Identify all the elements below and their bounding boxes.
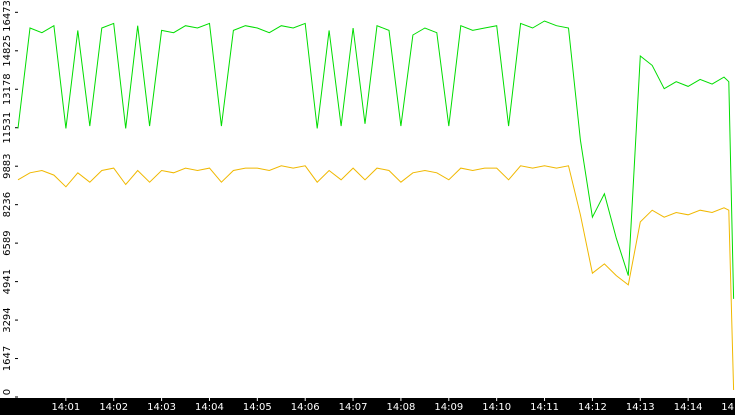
x-tick-label: 14:09	[434, 402, 463, 413]
y-tick-label: 16473	[2, 0, 13, 32]
x-tick-label: 14:03	[147, 402, 176, 413]
y-tick-label: 8236	[2, 192, 13, 217]
y-tick-label: 14825	[2, 35, 13, 67]
x-tick-label: 14:11	[530, 402, 559, 413]
x-tick-label: 14	[721, 402, 734, 413]
y-tick-label: 3294	[2, 307, 13, 332]
y-tick-label: 13178	[2, 73, 13, 105]
y-tick-label: 1647	[2, 346, 13, 371]
x-tick-label: 14:07	[339, 402, 368, 413]
x-tick-label: 14:06	[291, 402, 320, 413]
x-tick-label: 14:10	[482, 402, 511, 413]
y-tick-label: 6589	[2, 230, 13, 255]
y-tick-label: 4941	[2, 269, 13, 294]
x-tick-label: 14:04	[195, 402, 224, 413]
series-line	[17, 20, 735, 299]
x-tick-label: 14:13	[626, 402, 655, 413]
series-line	[17, 165, 735, 391]
y-tick-label: 11531	[2, 112, 13, 144]
x-tick-label: 14:14	[674, 402, 703, 413]
x-axis-bar	[0, 398, 735, 415]
x-tick-label: 14:08	[387, 402, 416, 413]
x-tick-label: 14:12	[578, 402, 607, 413]
y-tick-label: 9883	[2, 153, 13, 178]
x-tick-label: 14:02	[99, 402, 128, 413]
x-tick-label: 14:01	[51, 402, 80, 413]
x-tick-label: 14:05	[243, 402, 272, 413]
y-tick-label: 0	[2, 389, 13, 395]
